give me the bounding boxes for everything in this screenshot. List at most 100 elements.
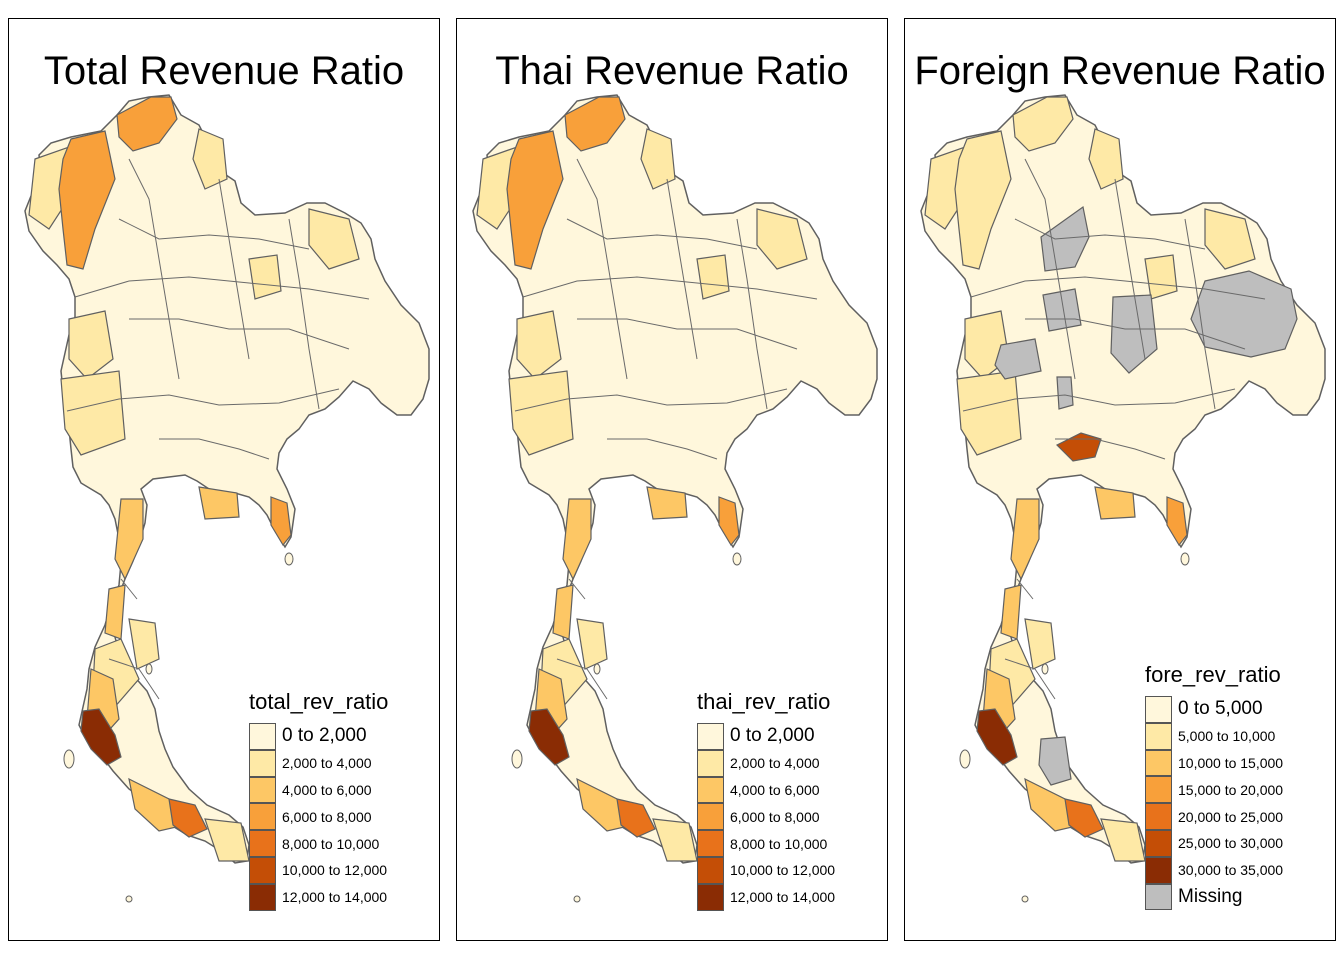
province bbox=[1144, 254, 1178, 300]
legend-label: 10,000 to 12,000 bbox=[282, 862, 388, 879]
legend-title: total_rev_ratio bbox=[249, 689, 389, 714]
province-boundary bbox=[1114, 178, 1146, 360]
legend-title: thai_rev_ratio bbox=[697, 689, 831, 714]
legend-swatch bbox=[249, 803, 276, 831]
province bbox=[248, 254, 282, 300]
map-panel-foreign: Foreign Revenue Ratio fore_rev_ratio 0 t… bbox=[904, 18, 1336, 941]
province-boundary bbox=[1016, 578, 1034, 600]
province bbox=[114, 498, 144, 581]
province-boundary bbox=[568, 578, 586, 600]
province-boundary bbox=[129, 318, 350, 350]
legend-label: 15,000 to 20,000 bbox=[1178, 781, 1284, 798]
province-boundary bbox=[1024, 158, 1076, 380]
legend-label: 30,000 to 35,000 bbox=[1178, 862, 1284, 879]
legend-item: 6,000 to 8,000 bbox=[249, 803, 388, 831]
province-boundary bbox=[1004, 658, 1056, 700]
thailand-map-total bbox=[24, 94, 430, 903]
legend-item: 8,000 to 10,000 bbox=[697, 830, 835, 857]
province-boundary bbox=[128, 158, 180, 380]
panel-title: Thai Revenue Ratio bbox=[495, 49, 849, 93]
province bbox=[1204, 208, 1256, 270]
legend-item: 15,000 to 20,000 bbox=[1145, 776, 1284, 804]
legend-item: 4,000 to 6,000 bbox=[249, 776, 388, 804]
legend-label: 5,000 to 10,000 bbox=[1178, 728, 1276, 745]
legend-swatch bbox=[697, 803, 724, 831]
province bbox=[204, 818, 250, 862]
province bbox=[552, 584, 574, 640]
island bbox=[145, 663, 153, 675]
island bbox=[732, 552, 742, 566]
legend-label: 8,000 to 10,000 bbox=[282, 835, 380, 852]
island bbox=[125, 895, 133, 903]
thailand-map-thai bbox=[472, 94, 878, 903]
island bbox=[1041, 663, 1049, 675]
province bbox=[640, 128, 676, 190]
province-boundary bbox=[120, 578, 138, 600]
legend-label: 6,000 to 8,000 bbox=[282, 808, 372, 825]
province-missing bbox=[1110, 294, 1158, 374]
province bbox=[646, 486, 688, 520]
province bbox=[192, 128, 228, 190]
province bbox=[308, 208, 360, 270]
province-highlight bbox=[718, 496, 740, 547]
legend-swatch bbox=[249, 776, 276, 804]
legend-item: 12,000 to 14,000 bbox=[249, 883, 388, 911]
legend-label: 10,000 to 12,000 bbox=[730, 862, 836, 879]
island bbox=[573, 895, 581, 903]
province-highlight bbox=[954, 130, 1012, 270]
legend-swatch bbox=[697, 723, 724, 750]
province bbox=[1000, 584, 1022, 640]
province bbox=[198, 486, 240, 520]
province bbox=[1088, 128, 1124, 190]
province bbox=[1024, 777, 1082, 832]
province bbox=[104, 584, 126, 640]
legend-swatch bbox=[1145, 696, 1172, 723]
province-boundary bbox=[666, 178, 698, 360]
province bbox=[60, 370, 126, 456]
province bbox=[756, 208, 808, 270]
map-panel-total: Total Revenue Ratio total_rev_ratio 0 to… bbox=[8, 18, 440, 941]
legend-item: Missing bbox=[1145, 883, 1283, 911]
island bbox=[284, 552, 294, 566]
province-boundary bbox=[576, 158, 628, 380]
province bbox=[516, 310, 562, 380]
province bbox=[1010, 498, 1040, 581]
province-missing bbox=[1040, 205, 1090, 272]
legend-item: 10,000 to 12,000 bbox=[697, 856, 836, 884]
province-hotspot bbox=[1055, 432, 1102, 462]
legend-label: 4,000 to 6,000 bbox=[730, 781, 820, 798]
legend-label: 4,000 to 6,000 bbox=[282, 781, 372, 798]
legend-label: 10,000 to 15,000 bbox=[1178, 754, 1284, 771]
legend-label: 12,000 to 14,000 bbox=[282, 889, 388, 906]
province-boundary bbox=[970, 276, 1266, 300]
map-panel-thai: Thai Revenue Ratio thai_rev_ratio 0 to 2… bbox=[456, 18, 888, 941]
legend-swatch bbox=[1145, 803, 1172, 830]
island bbox=[63, 749, 75, 769]
legend-item: 0 to 5,000 bbox=[1145, 696, 1283, 723]
legend-item: 4,000 to 6,000 bbox=[697, 776, 835, 804]
legend-title: fore_rev_ratio bbox=[1145, 662, 1281, 687]
province-hotspot bbox=[528, 708, 570, 766]
province-boundary bbox=[218, 178, 250, 360]
province-missing bbox=[1038, 736, 1072, 786]
legend-item: 20,000 to 25,000 bbox=[1145, 803, 1283, 830]
province-highlight bbox=[1064, 798, 1104, 838]
province-missing bbox=[1056, 376, 1074, 410]
legend-item: 5,000 to 10,000 bbox=[1145, 722, 1283, 750]
legend-swatch bbox=[249, 830, 276, 857]
legend-label: 0 to 2,000 bbox=[730, 725, 815, 747]
province bbox=[1094, 486, 1136, 520]
province-missing bbox=[994, 338, 1042, 380]
legend-label: 8,000 to 10,000 bbox=[730, 835, 828, 852]
province bbox=[576, 777, 634, 832]
map-legend: fore_rev_ratio 0 to 5,000 5,000 to 10,000… bbox=[1145, 662, 1284, 911]
legend-swatch bbox=[249, 749, 276, 777]
province-boundary bbox=[1055, 438, 1166, 460]
legend-swatch bbox=[697, 856, 724, 884]
province-highlight bbox=[564, 96, 626, 152]
island bbox=[959, 749, 971, 769]
legend-label: 12,000 to 14,000 bbox=[730, 889, 836, 906]
province-boundary bbox=[108, 658, 160, 700]
legend-item: 0 to 2,000 bbox=[697, 723, 835, 750]
province-highlight bbox=[1012, 96, 1074, 152]
